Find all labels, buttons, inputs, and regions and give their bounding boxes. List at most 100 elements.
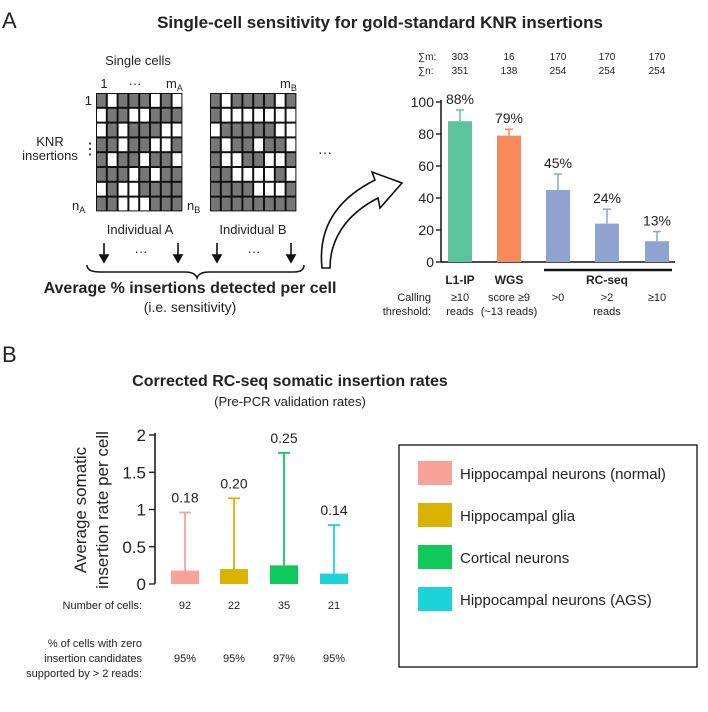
grid-cell: [286, 123, 296, 137]
grid-cell: [221, 197, 231, 211]
pct-zero-value: 95%: [223, 653, 245, 665]
grid-cell: [140, 94, 149, 107]
bar: [448, 121, 472, 262]
grid-cell: [118, 108, 128, 122]
grid-cell: [232, 123, 242, 137]
number-of-cells-value: 92: [179, 600, 191, 612]
cell-grid-individual-b: [210, 93, 297, 212]
y-tick-label: 100: [411, 94, 435, 110]
row-last-a-label: nA: [72, 198, 85, 215]
sum-n-value: 138: [501, 66, 518, 77]
grid-cell: [172, 182, 182, 196]
grid-cell: [151, 94, 160, 107]
grid-cell: [254, 197, 263, 211]
legend-label: Hippocampal neurons (normal): [460, 466, 666, 483]
grid-cell: [275, 138, 285, 152]
legend-label: Cortical neurons: [460, 550, 569, 567]
bar: [595, 223, 619, 262]
sum-m-value: 303: [452, 52, 469, 63]
grid-cell: [275, 197, 285, 211]
bar: [320, 573, 348, 584]
grid-cell: [211, 94, 220, 107]
grid-cell: [232, 182, 242, 196]
data-label: 79%: [495, 110, 523, 126]
knr-label-1: KNR: [36, 134, 63, 149]
sum-n-label: ∑n:: [418, 66, 433, 77]
individual-a-label: Individual A: [107, 222, 174, 237]
panel-b-title: Corrected RC-seq somatic insertion rates: [132, 373, 448, 390]
grid-cell: [161, 153, 171, 166]
insertion-rate-chart: Number of cells: % of cells with zero in…: [26, 426, 348, 680]
grid-cell: [221, 123, 231, 137]
pct-zero-value: 95%: [174, 653, 196, 665]
threshold-value: >2: [601, 292, 614, 304]
more-individuals-dots: ···: [318, 144, 332, 160]
zero-label-3: supported by > 2 reads:: [26, 668, 142, 680]
grid-cell: [97, 153, 106, 166]
grid-cell: [254, 123, 263, 137]
grid-cell: [211, 123, 220, 137]
grid-cell: [172, 197, 182, 211]
grid-cell: [118, 182, 128, 196]
grid-cell: [265, 197, 274, 211]
panel-a-title: Single-cell sensitivity for gold-standar…: [157, 13, 603, 32]
panel-a-letter: A: [2, 8, 17, 33]
legend-swatch: [418, 545, 452, 569]
data-label: 13%: [643, 213, 671, 229]
sum-n-value: 254: [649, 66, 666, 77]
grid-cell: [254, 108, 263, 122]
y-tick-label: 20: [418, 222, 434, 238]
grid-cell: [140, 153, 149, 166]
bar: [220, 569, 248, 584]
grid-cell: [243, 182, 253, 196]
grid-cell: [140, 182, 149, 196]
legend-label: Hippocampal neurons (AGS): [460, 592, 652, 609]
grid-cell: [211, 108, 220, 122]
grid-cell: [161, 182, 171, 196]
grid-cell: [275, 108, 285, 122]
grid-cell: [172, 168, 182, 181]
sum-m-value: 170: [599, 52, 616, 63]
calling-label-2: threshold:: [383, 306, 431, 318]
grid-cell: [275, 182, 285, 196]
number-of-cells-value: 35: [278, 600, 290, 612]
y-tick-label: 0: [426, 254, 434, 270]
grid-cell: [265, 138, 274, 152]
sum-m-label: ∑m:: [418, 52, 436, 63]
grid-cell: [172, 94, 182, 107]
data-label: 88%: [446, 91, 474, 107]
threshold-value: ≥10: [648, 292, 666, 304]
grid-cell: [221, 94, 231, 107]
grid-cell: [254, 153, 263, 166]
cells-label: Number of cells:: [63, 600, 142, 612]
legend-label: Hippocampal glia: [460, 508, 576, 525]
y-tick-label: 2: [137, 426, 146, 445]
grid-cell: [97, 197, 106, 211]
grid-cell: [129, 108, 139, 122]
y-axis-label-line1: Average somatic: [71, 446, 90, 573]
y-tick-label: 80: [418, 126, 434, 142]
grid-cell: [221, 168, 231, 181]
grid-cell: [151, 182, 160, 196]
bar: [270, 565, 298, 584]
number-of-cells-value: 21: [328, 600, 340, 612]
grid-cell: [172, 153, 182, 166]
threshold-unit: reads: [593, 306, 621, 318]
data-label: 0.25: [270, 430, 297, 446]
grid-cell: [129, 168, 139, 181]
cell-grid-individual-a: [96, 93, 183, 212]
legend-swatch: [418, 461, 452, 485]
curved-arrow-icon: [320, 170, 404, 269]
grid-cell: [286, 182, 296, 196]
calling-label-1: Calling: [397, 292, 431, 304]
row-last-b-label: nB: [187, 198, 200, 215]
grid-cell: [161, 168, 171, 181]
grid-cell: [107, 197, 117, 211]
single-cells-label: Single cells: [105, 53, 171, 68]
grid-cell: [265, 123, 274, 137]
y-axis-label-line2: insertion rate per cell: [93, 431, 112, 589]
grid-cell: [243, 108, 253, 122]
data-label: 0.14: [320, 502, 347, 518]
grid-cell: [129, 153, 139, 166]
